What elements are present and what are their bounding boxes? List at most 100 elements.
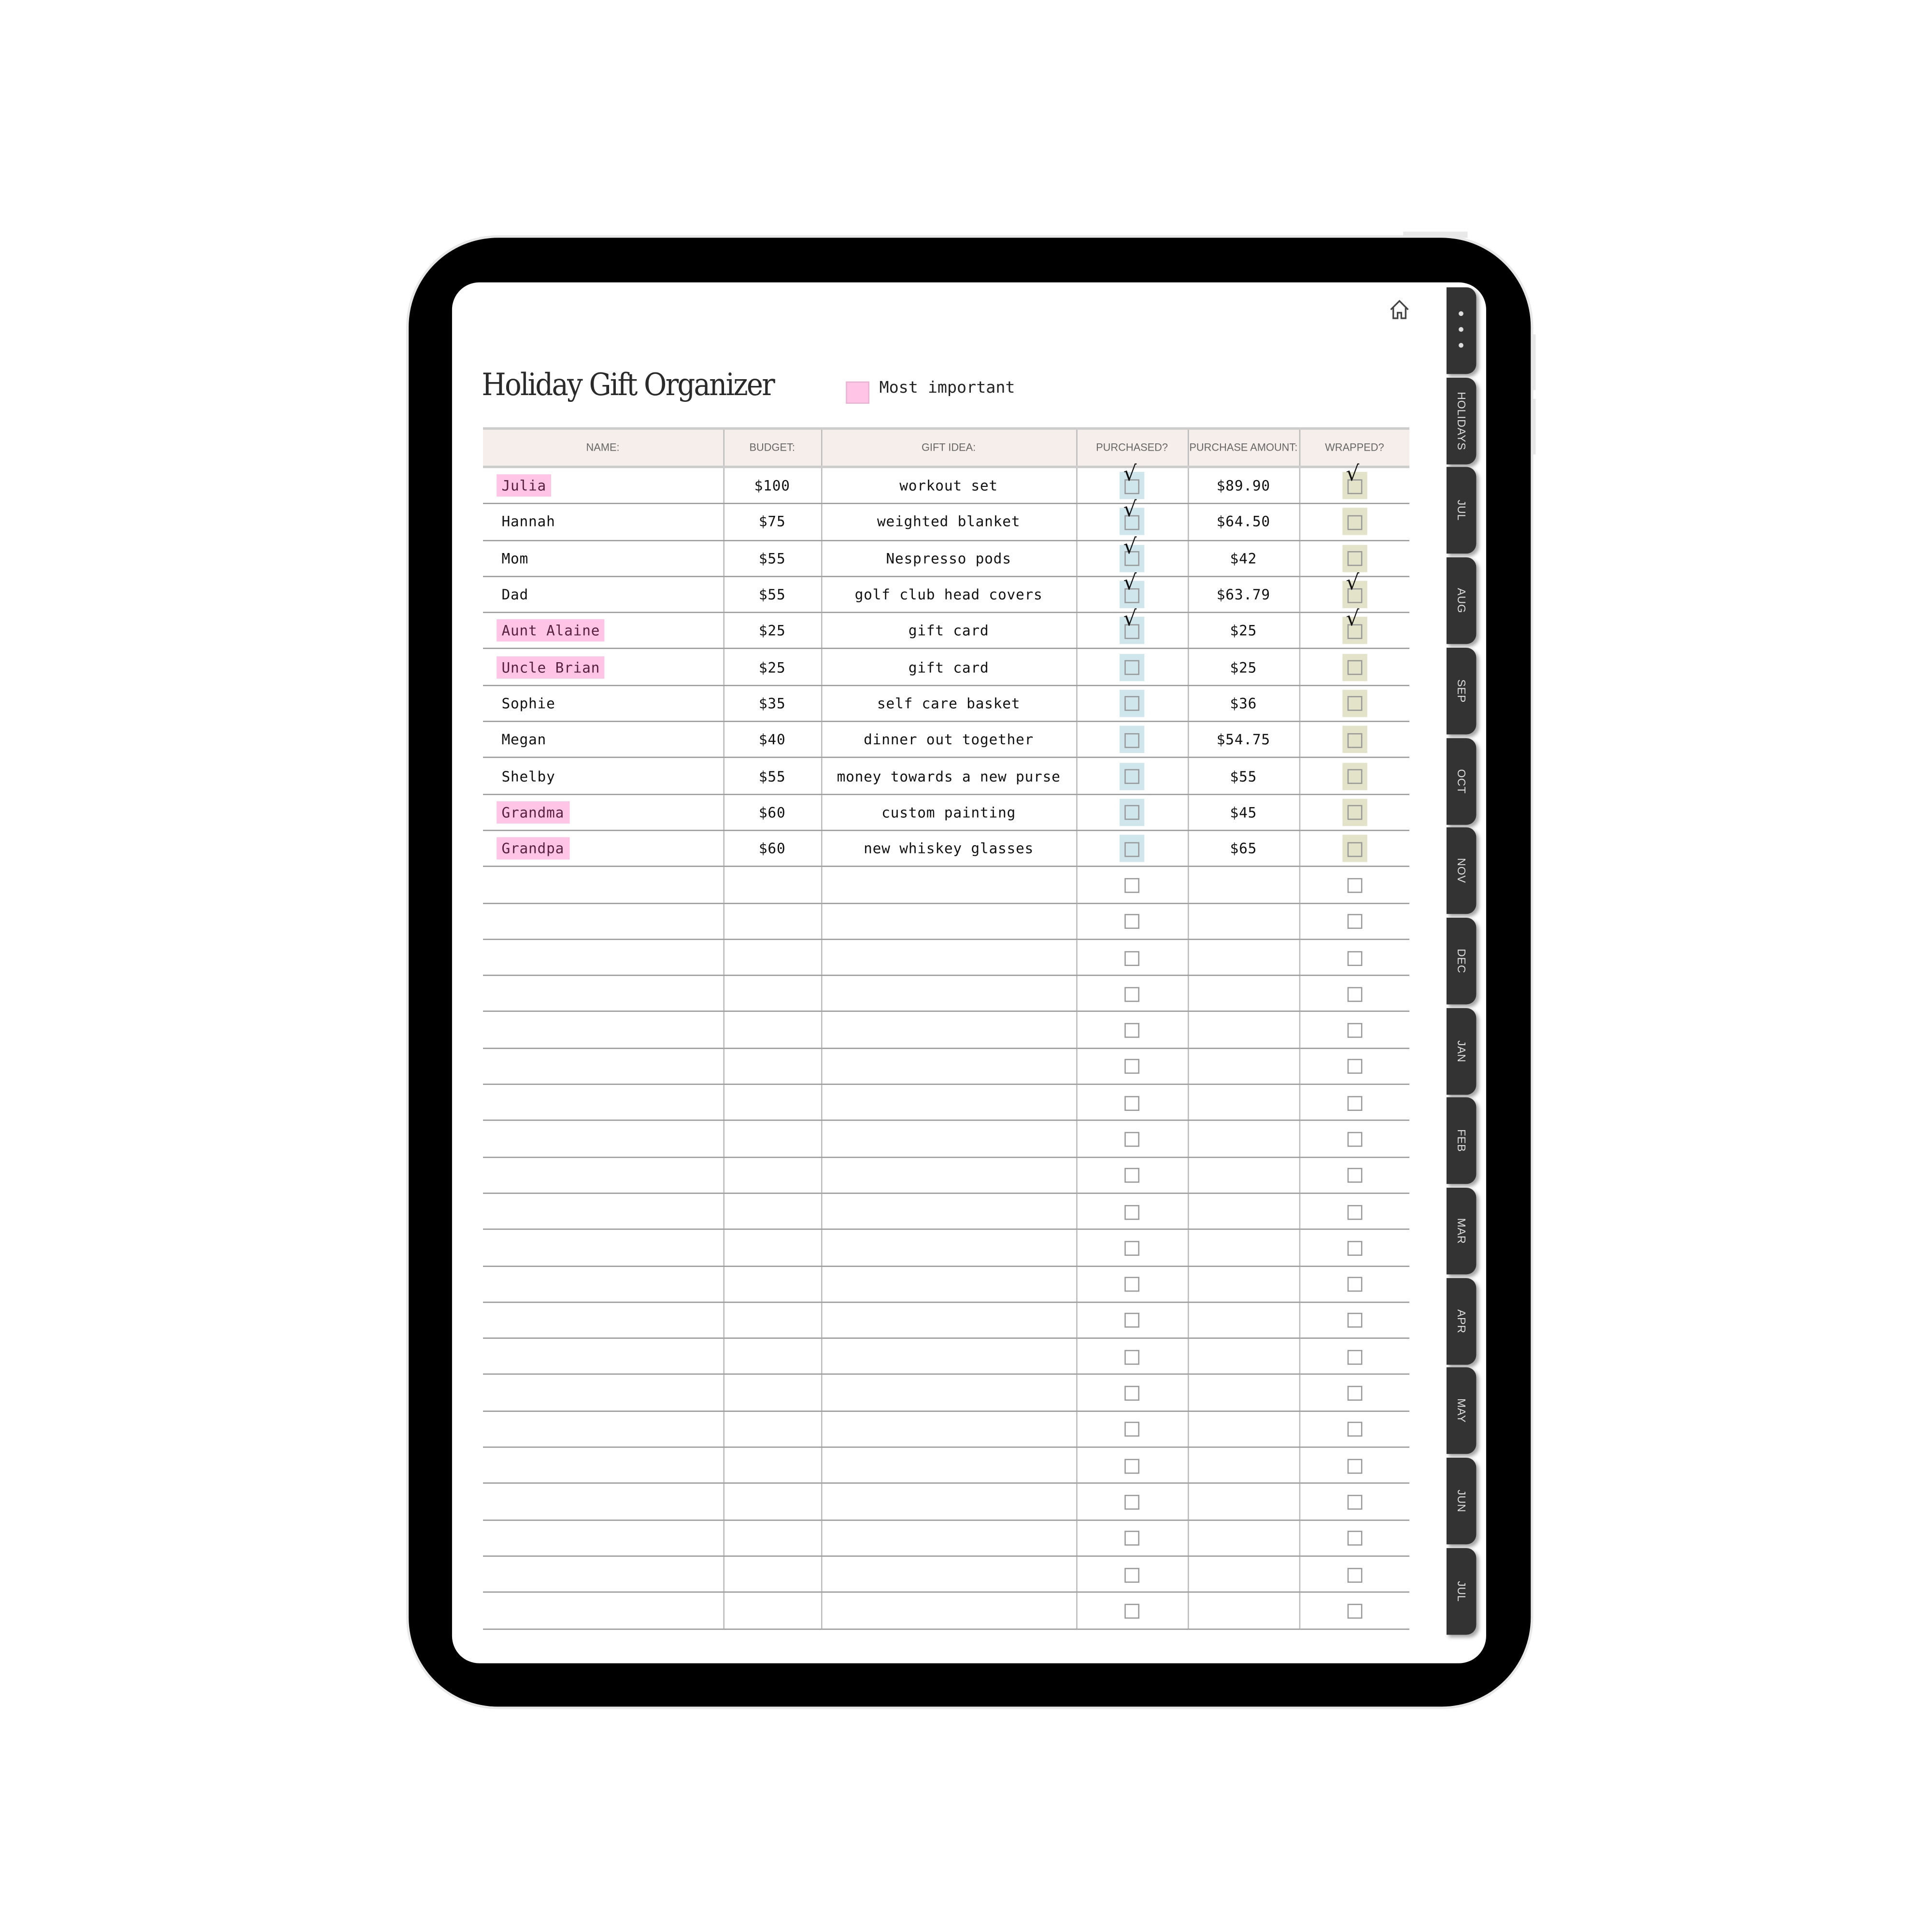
- home-icon[interactable]: [1387, 297, 1412, 322]
- checkbox[interactable]: [1120, 871, 1144, 898]
- table-cell[interactable]: [1298, 1048, 1409, 1085]
- checkbox[interactable]: √: [1119, 500, 1145, 536]
- table-cell[interactable]: [820, 939, 1077, 976]
- table-cell[interactable]: $35: [723, 685, 821, 723]
- checkbox-box[interactable]: [1347, 914, 1362, 929]
- checkbox-box[interactable]: [1347, 1494, 1362, 1510]
- checkbox[interactable]: [1342, 1379, 1367, 1406]
- table-cell[interactable]: [820, 1302, 1077, 1339]
- checkbox-box[interactable]: [1124, 1023, 1139, 1038]
- table-cell[interactable]: [820, 1374, 1077, 1412]
- table-cell[interactable]: [1298, 1338, 1409, 1376]
- tab-jun[interactable]: JUN: [1446, 1458, 1477, 1545]
- table-cell[interactable]: [1075, 903, 1188, 940]
- table-cell[interactable]: [483, 939, 724, 976]
- checkbox[interactable]: [1342, 1524, 1367, 1551]
- table-cell[interactable]: $55: [723, 540, 821, 577]
- table-cell[interactable]: [483, 867, 724, 904]
- table-cell[interactable]: [1187, 1229, 1299, 1266]
- table-cell[interactable]: [1187, 1447, 1299, 1484]
- checkbox-box[interactable]: [1347, 1132, 1362, 1147]
- table-cell[interactable]: [1298, 540, 1409, 577]
- table-cell[interactable]: Julia: [483, 467, 724, 505]
- table-cell[interactable]: $100: [723, 467, 821, 505]
- table-cell[interactable]: [820, 1411, 1077, 1448]
- table-cell[interactable]: [1075, 1084, 1188, 1122]
- table-cell[interactable]: [820, 1447, 1077, 1484]
- table-cell[interactable]: [1187, 1193, 1299, 1230]
- checkbox[interactable]: [1342, 944, 1367, 971]
- checkbox[interactable]: [1120, 1307, 1144, 1334]
- checkbox[interactable]: [1120, 908, 1144, 935]
- table-cell[interactable]: [1298, 1229, 1409, 1266]
- table-cell[interactable]: $65: [1187, 830, 1299, 867]
- table-cell[interactable]: $89.90: [1187, 467, 1299, 505]
- table-cell[interactable]: [723, 903, 821, 940]
- checkbox-box[interactable]: [1124, 950, 1139, 966]
- checkbox[interactable]: [1120, 944, 1144, 971]
- table-cell[interactable]: Sophie: [483, 685, 724, 723]
- table-cell[interactable]: [483, 1121, 724, 1158]
- checkbox[interactable]: [1342, 653, 1367, 681]
- table-cell[interactable]: [723, 1374, 821, 1412]
- checkbox[interactable]: [1342, 544, 1367, 572]
- table-cell[interactable]: $25: [723, 649, 821, 686]
- table-cell[interactable]: $54.75: [1187, 721, 1299, 759]
- checkbox[interactable]: [1342, 1452, 1367, 1479]
- checkbox-box[interactable]: [1124, 479, 1139, 494]
- table-cell[interactable]: money towards a new purse: [820, 757, 1077, 795]
- checkbox[interactable]: [1120, 1452, 1144, 1479]
- checkbox-box[interactable]: [1124, 587, 1139, 603]
- checkbox-box[interactable]: [1124, 769, 1139, 784]
- table-cell[interactable]: [1187, 903, 1299, 940]
- table-cell[interactable]: [1187, 1592, 1299, 1630]
- table-cell[interactable]: [723, 1229, 821, 1266]
- table-cell[interactable]: [820, 1048, 1077, 1085]
- checkbox-box[interactable]: [1347, 1386, 1362, 1401]
- table-cell[interactable]: $25: [1187, 649, 1299, 686]
- table-cell[interactable]: [1298, 1556, 1409, 1593]
- tab-holidays[interactable]: HOLIDAYS: [1446, 377, 1477, 464]
- table-cell[interactable]: [723, 1157, 821, 1194]
- checkbox[interactable]: [1119, 690, 1145, 717]
- table-cell[interactable]: [483, 1483, 724, 1520]
- checkbox-box[interactable]: [1124, 1059, 1139, 1075]
- checkbox-box[interactable]: [1124, 1095, 1139, 1111]
- checkbox-box[interactable]: [1124, 660, 1139, 675]
- checkbox[interactable]: √: [1119, 464, 1145, 499]
- table-cell[interactable]: [1298, 1011, 1409, 1049]
- checkbox[interactable]: [1120, 1089, 1144, 1116]
- table-cell[interactable]: Grandpa: [483, 830, 724, 867]
- checkbox-box[interactable]: [1347, 1422, 1362, 1437]
- checkbox[interactable]: [1120, 1052, 1144, 1080]
- table-cell[interactable]: [1075, 1483, 1188, 1520]
- checkbox-box[interactable]: [1347, 1204, 1362, 1220]
- tab-nov[interactable]: NOV: [1446, 827, 1477, 914]
- checkbox[interactable]: [1120, 1198, 1144, 1225]
- table-cell[interactable]: $60: [723, 830, 821, 867]
- table-cell[interactable]: [1187, 1374, 1299, 1412]
- checkbox[interactable]: [1342, 798, 1367, 826]
- table-cell[interactable]: [483, 975, 724, 1013]
- checkbox-box[interactable]: [1124, 841, 1139, 857]
- table-cell[interactable]: [820, 1084, 1077, 1122]
- checkbox-box[interactable]: [1124, 1277, 1139, 1292]
- table-cell[interactable]: [1298, 649, 1409, 686]
- table-cell[interactable]: [1075, 1193, 1188, 1230]
- checkbox-box[interactable]: [1124, 1204, 1139, 1220]
- table-cell[interactable]: [820, 1265, 1077, 1303]
- checkbox-box[interactable]: [1124, 696, 1139, 711]
- table-cell[interactable]: [1298, 1193, 1409, 1230]
- checkbox[interactable]: [1342, 1307, 1367, 1334]
- table-cell[interactable]: [1075, 1265, 1188, 1303]
- checkbox[interactable]: [1342, 1597, 1367, 1624]
- table-cell[interactable]: $36: [1187, 685, 1299, 723]
- table-cell[interactable]: [820, 1483, 1077, 1520]
- table-cell[interactable]: custom painting: [820, 794, 1077, 831]
- table-cell[interactable]: [820, 1157, 1077, 1194]
- checkbox-box[interactable]: [1124, 1494, 1139, 1510]
- table-cell[interactable]: [483, 1374, 724, 1412]
- checkbox[interactable]: √: [1342, 464, 1367, 499]
- checkbox[interactable]: √: [1119, 573, 1145, 609]
- checkbox-box[interactable]: [1347, 841, 1362, 857]
